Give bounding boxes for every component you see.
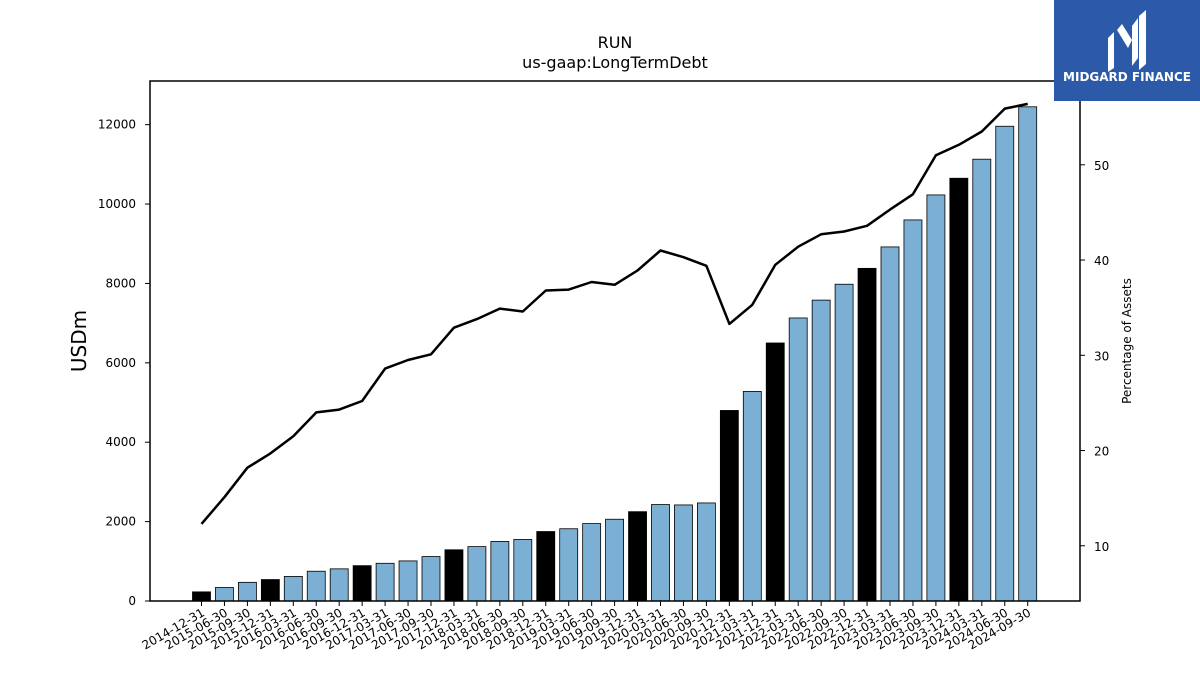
- bar-2014-12-31: [192, 591, 211, 602]
- bar-2018-06-30: [490, 541, 510, 602]
- bar-2020-06-30: [674, 504, 693, 602]
- midgard-logo-icon: MIDGARD FINANCE: [1063, 10, 1191, 84]
- y2-tick-label: 30: [1094, 349, 1109, 363]
- x-ticks-group: 2014-12-312015-06-302015-09-302015-12-31…: [140, 601, 1033, 652]
- y2-tick-label: 40: [1094, 254, 1109, 268]
- bar-2017-03-31: [375, 562, 395, 602]
- bar-2016-09-30: [329, 568, 349, 602]
- bar-2016-12-31: [352, 565, 372, 602]
- bar-2022-06-30: [811, 299, 831, 602]
- y-tick-label: 12000: [98, 118, 136, 132]
- bar-2024-06-30: [995, 125, 1015, 602]
- y2-ticks-group: 10 20 30 40 50: [1080, 159, 1109, 554]
- bar-2019-03-31: [559, 528, 579, 602]
- bar-2018-03-31: [467, 546, 487, 602]
- bar-2024-03-31: [972, 158, 992, 602]
- y2-tick-label: 10: [1094, 540, 1109, 554]
- bar-2015-06-30: [215, 587, 234, 602]
- bar-2023-09-30: [926, 194, 946, 602]
- bar-2015-12-31: [260, 579, 280, 602]
- line-group: [200, 102, 1028, 525]
- y-tick-label: 10000: [98, 197, 136, 211]
- bar-2020-12-31: [719, 410, 739, 602]
- bar-2022-12-31: [857, 267, 877, 602]
- bar-2018-09-30: [513, 539, 533, 602]
- bar-2022-09-30: [834, 283, 854, 602]
- bar-2018-12-31: [536, 531, 556, 602]
- bars-group: [192, 106, 1038, 602]
- bar-2023-12-31: [949, 177, 969, 602]
- y-ticks-group: 0 2000 4000 6000 8000 10000 12000: [98, 118, 150, 608]
- bar-2016-03-31: [283, 575, 303, 602]
- bar-2019-12-31: [628, 511, 647, 602]
- chart-title: RUN: [598, 33, 633, 52]
- bar-2017-09-30: [421, 556, 441, 602]
- bar-2017-06-30: [398, 560, 418, 602]
- bar-2023-03-31: [880, 246, 900, 602]
- bar-2024-09-30: [1018, 106, 1038, 602]
- bar-2015-09-30: [237, 581, 257, 602]
- y2-axis-label: Percentage of Assets: [1120, 278, 1134, 404]
- bar-2020-09-30: [697, 502, 716, 602]
- y-tick-label: 0: [128, 594, 136, 608]
- bar-2023-06-30: [903, 219, 923, 602]
- brand-name: MIDGARD FINANCE: [1063, 70, 1191, 84]
- percentage-line: [200, 102, 1028, 525]
- bar-2017-12-31: [444, 549, 464, 602]
- y2-tick-label: 20: [1094, 445, 1109, 459]
- bar-2016-06-30: [306, 570, 326, 602]
- y-tick-label: 6000: [105, 356, 136, 370]
- y-axis-label: USDm: [67, 310, 91, 372]
- bar-2019-09-30: [605, 518, 624, 602]
- y-tick-label: 2000: [105, 515, 136, 529]
- chart-subtitle: us-gaap:LongTermDebt: [522, 53, 708, 72]
- bar-2021-03-31: [742, 391, 762, 602]
- bar-2021-12-31: [765, 342, 785, 602]
- bar-2022-03-31: [788, 317, 808, 602]
- y2-tick-label: 50: [1094, 159, 1109, 173]
- y-tick-label: 8000: [105, 276, 136, 290]
- bar-2020-03-31: [651, 504, 670, 602]
- y-tick-label: 4000: [105, 435, 136, 449]
- bar-2019-06-30: [582, 523, 602, 602]
- brand-logo: MIDGARD FINANCE: [1054, 0, 1200, 101]
